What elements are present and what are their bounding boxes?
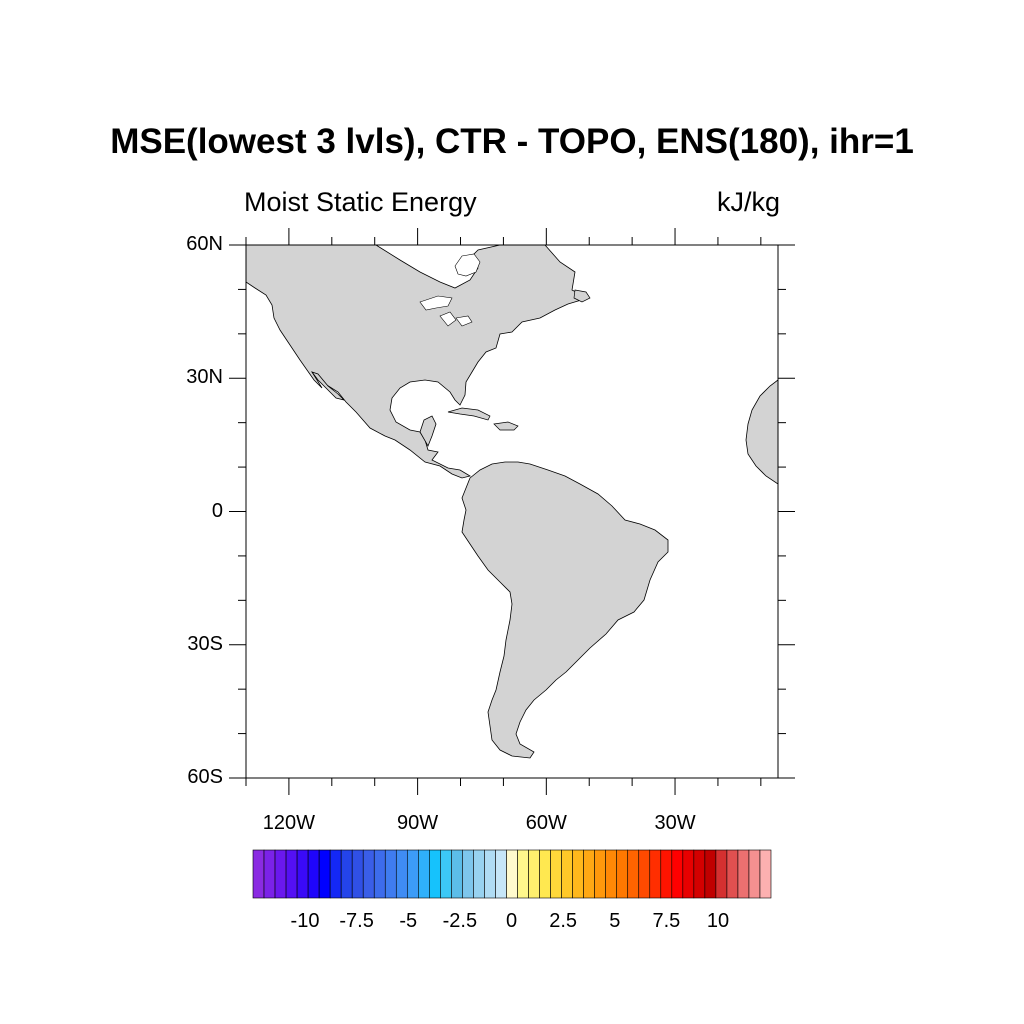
- colorbar-swatch: [572, 849, 584, 899]
- lat-tick-label: 30S: [187, 632, 223, 655]
- colorbar-tick-label: 7.5: [652, 910, 681, 932]
- land-newfoundland: [573, 289, 591, 303]
- colorbar-swatch: [418, 849, 430, 899]
- lat-tick-label: 60N: [186, 233, 223, 255]
- land-north-america: [246, 245, 590, 479]
- colorbar-tick-label: 10: [706, 910, 730, 932]
- colorbar-swatch: [395, 849, 408, 899]
- colorbar-swatch: [473, 849, 485, 899]
- colorbar-swatch: [528, 849, 540, 899]
- colorbar-swatch: [329, 849, 342, 899]
- land-baja: [310, 371, 346, 401]
- colorbar-swatch: [561, 849, 573, 899]
- colorbar-tick-label: 0: [505, 910, 518, 932]
- colorbar-tick-label: -7.5: [339, 910, 374, 932]
- colorbar-swatch: [440, 849, 452, 899]
- colorbar-swatch: [726, 849, 739, 899]
- colorbar-swatch: [373, 849, 386, 899]
- colorbar-swatch: [340, 849, 353, 899]
- colorbar-swatch: [462, 849, 474, 899]
- colorbar-swatch: [682, 849, 695, 899]
- colorbar-swatch: [307, 849, 320, 899]
- right-subtitle: kJ/kg: [716, 187, 780, 217]
- colorbar-swatch: [704, 849, 717, 899]
- colorbar-swatch: [748, 849, 761, 899]
- colorbar-swatch: [285, 849, 298, 899]
- colorbar-swatch: [715, 849, 728, 899]
- colorbar-tick-label: 5: [609, 910, 621, 932]
- plot-title: MSE(lowest 3 lvls), CTR - TOPO, ENS(180)…: [110, 122, 914, 161]
- lat-tick-label: 60S: [187, 766, 223, 788]
- colorbar-swatch: [384, 849, 397, 899]
- colorbar-swatch: [660, 849, 673, 899]
- colorbar-swatch: [693, 849, 706, 899]
- lon-tick-label: 30W: [654, 812, 696, 834]
- colorbar-swatch: [351, 849, 364, 899]
- colorbar-swatch: [263, 849, 276, 899]
- lon-tick-label: 120W: [262, 812, 316, 834]
- colorbar-swatch: [550, 849, 562, 899]
- lat-tick-label: 30N: [186, 366, 223, 389]
- land-layer: [246, 245, 778, 759]
- great-lakes: [419, 295, 473, 327]
- colorbar-swatch: [429, 849, 441, 899]
- colorbar-swatch: [252, 849, 265, 899]
- colorbar-swatch: [362, 849, 375, 899]
- colorbar-swatch: [583, 849, 595, 899]
- land-yucatan: [419, 415, 437, 447]
- colorbar-tick-label: 2.5: [549, 910, 578, 932]
- colorbar-swatch: [671, 849, 684, 899]
- colorbar-swatch: [506, 849, 518, 899]
- colorbar-swatch: [594, 849, 606, 899]
- colorbar-swatch: [539, 849, 551, 899]
- colorbar-swatch: [296, 849, 309, 899]
- colorbar: [252, 849, 772, 899]
- colorbar-swatch: [406, 849, 419, 899]
- colorbar-swatch: [638, 849, 651, 899]
- colorbar-swatch: [737, 849, 750, 899]
- land-south-america: [461, 461, 669, 759]
- colorbar-swatch: [274, 849, 287, 899]
- colorbar-swatch: [484, 849, 496, 899]
- colorbar-swatch: [605, 849, 618, 899]
- hudson-bay: [454, 253, 481, 277]
- left-subtitle: Moist Static Energy: [244, 187, 477, 217]
- map-ticks: [229, 228, 795, 795]
- colorbar-swatch: [759, 849, 772, 899]
- colorbar-swatch: [318, 849, 331, 899]
- colorbar-swatch: [495, 849, 507, 899]
- land-africa: [745, 379, 778, 485]
- lon-tick-label: 90W: [397, 812, 439, 834]
- land-hispaniola: [493, 421, 519, 431]
- lon-tick-label: 60W: [525, 812, 567, 834]
- colorbar-swatch: [517, 849, 529, 899]
- colorbar-swatch: [627, 849, 640, 899]
- colorbar-tick-label: -2.5: [442, 910, 478, 932]
- colorbar-swatch: [616, 849, 629, 899]
- colorbar-swatch: [649, 849, 662, 899]
- colorbar-tick-label: -5: [399, 910, 418, 932]
- lat-tick-label: 0: [211, 499, 223, 522]
- colorbar-swatch: [451, 849, 463, 899]
- colorbar-tick-label: -10: [290, 910, 320, 932]
- land-cuba: [447, 407, 491, 421]
